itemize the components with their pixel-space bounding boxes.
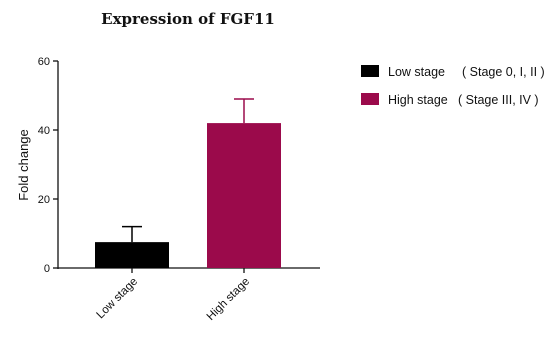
legend-label: High stage [388,93,448,107]
bar-low-stage [95,242,169,268]
legend: Low stage ( Stage 0, I, II ) High stage ( S… [361,65,545,107]
x-tick-label: High stage [205,276,252,323]
legend-label: Low stage [388,65,445,79]
y-tick-label: 60 [38,56,50,68]
x-axis [58,267,320,273]
legend-detail: ( Stage III, IV ) [458,93,539,107]
chart-title: Expression of FGF11 [101,10,275,28]
legend-swatch [361,65,379,77]
bars [95,98,281,268]
y-tick-label: 20 [38,194,50,206]
x-tick-label: Low stage [95,276,141,322]
y-axis: 0 20 40 60 [38,56,59,275]
legend-swatch [361,93,379,105]
legend-detail: ( Stage 0, I, II ) [462,65,545,79]
y-axis-label: Fold change [16,129,31,201]
y-tick-label: 0 [44,263,50,275]
y-tick-label: 40 [38,125,50,137]
category-labels: Low stage High stage [95,276,253,323]
bar-high-stage [207,123,281,268]
